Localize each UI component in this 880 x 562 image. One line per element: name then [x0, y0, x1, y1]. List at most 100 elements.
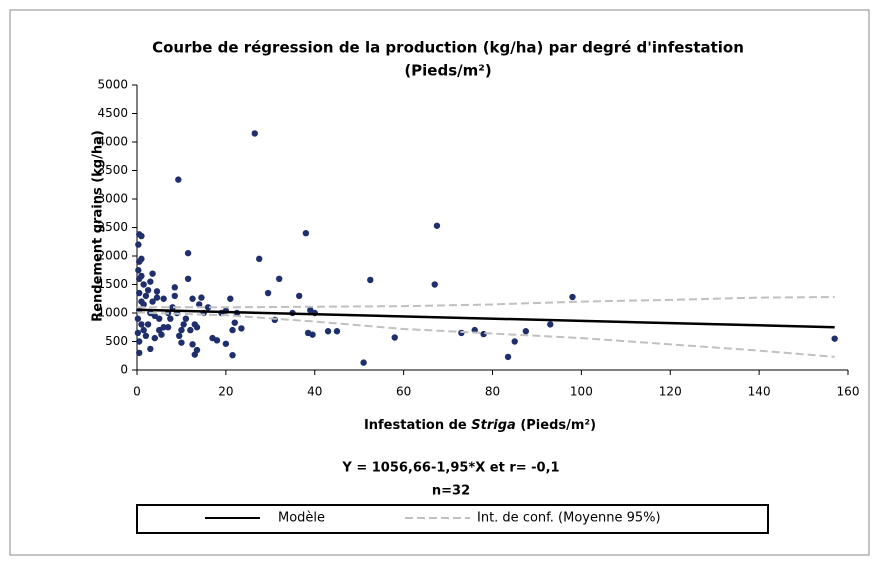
data-point [142, 332, 150, 339]
data-point [196, 301, 203, 308]
data-point [431, 281, 438, 288]
x-tick-label: 80 [485, 385, 500, 399]
y-tick-label: 3500 [97, 163, 128, 177]
data-point [178, 339, 185, 346]
data-point [156, 315, 163, 322]
chart-title: Courbe de régression de la production (k… [152, 39, 744, 57]
data-point [176, 332, 183, 339]
data-point [164, 324, 172, 331]
y-tick-label: 2000 [97, 249, 128, 263]
data-point [153, 294, 161, 301]
data-point [229, 351, 236, 359]
data-point [171, 284, 178, 291]
data-point [569, 293, 576, 301]
data-point [302, 230, 310, 237]
data-point [522, 328, 530, 335]
y-tick-label: 3000 [97, 192, 128, 206]
data-point [136, 289, 143, 297]
data-point [140, 281, 147, 288]
x-tick-label: 160 [837, 385, 860, 399]
data-point [178, 326, 185, 334]
data-point [184, 249, 192, 257]
y-tick-label: 1000 [97, 306, 128, 320]
x-tick-label: 100 [570, 385, 593, 399]
data-point [134, 315, 142, 322]
x-tick-label: 120 [659, 385, 682, 399]
data-point [147, 278, 154, 285]
data-point [433, 222, 441, 229]
data-point [187, 326, 194, 334]
annotation: Y = 1056,66-1,95*X et r= -0,1 [341, 461, 559, 476]
y-tick-label: 4500 [97, 106, 128, 120]
x-label-part: Infestation de [364, 418, 467, 433]
data-point [175, 176, 182, 183]
legend-label: Int. de conf. (Moyenne 95%) [477, 511, 661, 526]
x-label-part: (Pieds/m²) [520, 418, 596, 433]
data-point [151, 334, 158, 342]
y-tick-label: 0 [120, 363, 128, 377]
data-point [138, 232, 145, 240]
x-tick-label: 20 [218, 385, 233, 399]
data-point [251, 130, 258, 137]
data-point [136, 338, 143, 345]
data-point [144, 321, 152, 328]
data-point [149, 298, 156, 305]
data-point [189, 295, 196, 302]
data-point [333, 328, 341, 335]
data-point [138, 321, 145, 328]
data-point [144, 287, 152, 294]
data-point [309, 331, 316, 338]
data-point [193, 324, 201, 331]
data-point [256, 255, 263, 263]
data-point [547, 321, 554, 328]
legend-label: Modèle [278, 511, 325, 526]
data-point [167, 315, 174, 322]
data-point [324, 328, 332, 335]
y-tick-label: 4000 [97, 135, 128, 149]
data-point [138, 298, 145, 305]
data-point [184, 275, 192, 282]
y-tick-label: 5000 [97, 78, 128, 92]
data-point [360, 359, 367, 366]
data-point [227, 295, 234, 302]
data-point [204, 304, 212, 311]
data-point [276, 275, 283, 282]
x-tick-label: 140 [748, 385, 771, 399]
data-point [295, 292, 303, 300]
data-point [222, 340, 230, 347]
data-point [147, 345, 154, 353]
series-line-low [136, 311, 835, 358]
data-point [171, 292, 178, 300]
data-point [142, 292, 150, 300]
chart-subtitle: (Pieds/m²) [404, 62, 491, 80]
y-axis-label: Rendement grains (kg/ha) [91, 130, 106, 322]
data-point [140, 326, 147, 334]
x-tick-label: 40 [307, 385, 322, 399]
data-point [209, 334, 216, 342]
data-point [180, 321, 187, 328]
data-point [231, 319, 238, 326]
data-point [391, 334, 398, 341]
data-point [504, 353, 512, 361]
annotation: n=32 [432, 484, 470, 499]
series-line [136, 308, 835, 329]
x-axis-label: Infestation de Striga (Pieds/m²) [364, 418, 596, 433]
data-point [511, 338, 518, 345]
series-line [137, 296, 835, 309]
data-point [831, 335, 838, 342]
x-tick-label: 0 [133, 385, 141, 399]
data-point [238, 325, 245, 332]
data-point [182, 315, 190, 322]
data-point [229, 326, 236, 334]
data-point [136, 258, 143, 265]
data-point [135, 241, 142, 248]
data-point [153, 288, 161, 295]
x-label-italic: Striga [471, 418, 516, 433]
y-tick-label: 500 [105, 334, 128, 348]
data-point [367, 276, 374, 284]
data-point [160, 295, 167, 302]
data-point [169, 304, 176, 311]
data-point [136, 349, 143, 357]
x-tick-label: 60 [396, 385, 411, 399]
